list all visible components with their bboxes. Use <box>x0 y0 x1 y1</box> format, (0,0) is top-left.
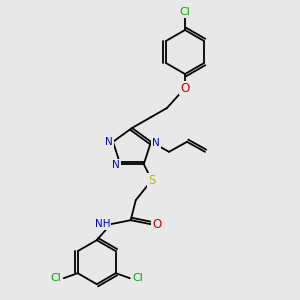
Text: O: O <box>152 218 161 231</box>
Text: N: N <box>152 138 160 148</box>
Text: Cl: Cl <box>50 273 61 283</box>
Text: N: N <box>105 137 113 147</box>
Text: NH: NH <box>95 219 110 229</box>
Text: Cl: Cl <box>132 273 143 283</box>
Text: O: O <box>180 82 190 94</box>
Text: S: S <box>148 174 155 187</box>
Text: N: N <box>112 160 120 170</box>
Text: Cl: Cl <box>180 7 190 17</box>
